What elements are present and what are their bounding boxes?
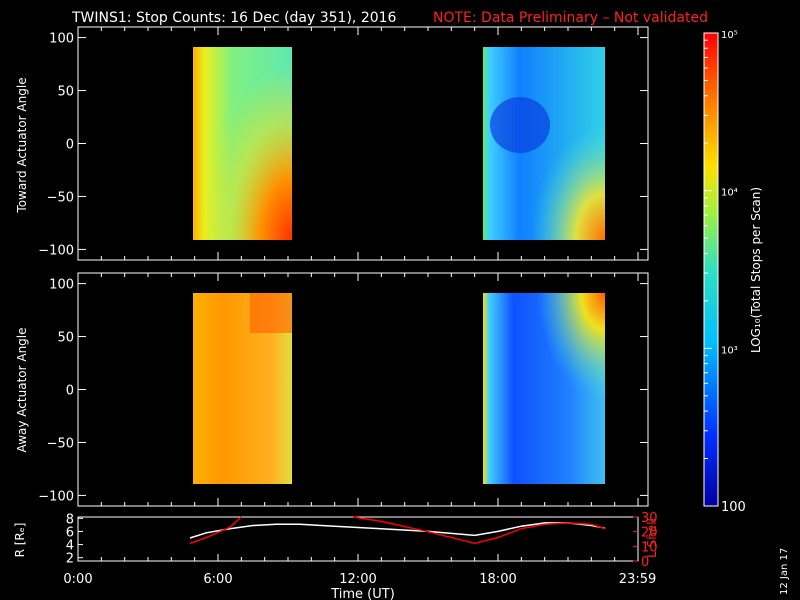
date-stamp: 12 Jan 17: [779, 548, 790, 595]
colorbar-tick-label: 10³: [721, 345, 738, 356]
toward-window-2-hotspot: [483, 47, 605, 240]
orbit-series-lshell: [189, 516, 606, 545]
chart-title: TWINS1: Stop Counts: 16 Dec (day 351), 2…: [71, 10, 397, 26]
colorbar-tick-label: 10⁴: [721, 188, 738, 199]
toward-ytick-label: 0: [66, 138, 74, 153]
colorbar-label: LOG₁₀(Total Stops per Scan): [749, 187, 763, 353]
x-axis-label: Time (UT): [330, 587, 395, 600]
away-ytick-label: 0: [66, 384, 74, 399]
away-ytick-label: 50: [57, 331, 74, 346]
orbit-ylabel-left: R [Rₑ]: [13, 523, 27, 558]
toward-window-1-hotspot: [193, 47, 292, 240]
orbit-ytick-right-label: 0: [641, 555, 649, 570]
away-ytick-label: 100: [49, 278, 74, 293]
preliminary-note: NOTE: Data Preliminary – Not validated: [433, 10, 708, 26]
x-tick-label: 0:00: [63, 572, 92, 587]
toward-ytick-label: 50: [57, 85, 74, 100]
orbit-ytick-left-label: 2: [66, 552, 74, 567]
toward-ytick-label: −100: [38, 243, 74, 258]
away-ylabel: Away Actuator Angle: [15, 327, 29, 452]
x-tick-label: 18:00: [479, 572, 516, 587]
colorbar: [703, 32, 719, 507]
toward-ytick-label: −50: [47, 190, 74, 205]
x-tick-label: 12:00: [339, 572, 376, 587]
x-tick-label: 6:00: [203, 572, 232, 587]
x-tick-label: 23:59: [619, 572, 656, 587]
toward-ytick-label: 100: [49, 32, 74, 47]
away-ytick-label: −50: [47, 436, 74, 451]
orbit-ytick-left-label: 4: [66, 539, 74, 554]
away-window-2-hotspot: [483, 293, 605, 484]
away-heatmap: [193, 293, 605, 484]
orbit-ytick-left-label: 6: [66, 525, 74, 540]
orbit-ytick-right-label: 10: [641, 540, 658, 555]
orbit-ytick-right-label: 20: [641, 526, 658, 541]
orbit-ytick-right-label: 30: [641, 511, 658, 526]
toward-heatmap: [193, 47, 605, 240]
toward-ylabel: Toward Actuator Angle: [15, 77, 29, 213]
orbit-ytick-left-label: 8: [66, 512, 74, 527]
away-ytick-label: −100: [38, 489, 74, 504]
away-window-1-hotspot: [250, 293, 292, 333]
chart-marks: 100500−50−100100500−50−100864230201000:0…: [38, 27, 746, 587]
colorbar-tick-label: 10⁵: [721, 30, 738, 41]
orbit-ylabel-right: L Shell: [645, 518, 659, 558]
colorbar-tick-label: 100: [721, 500, 746, 515]
